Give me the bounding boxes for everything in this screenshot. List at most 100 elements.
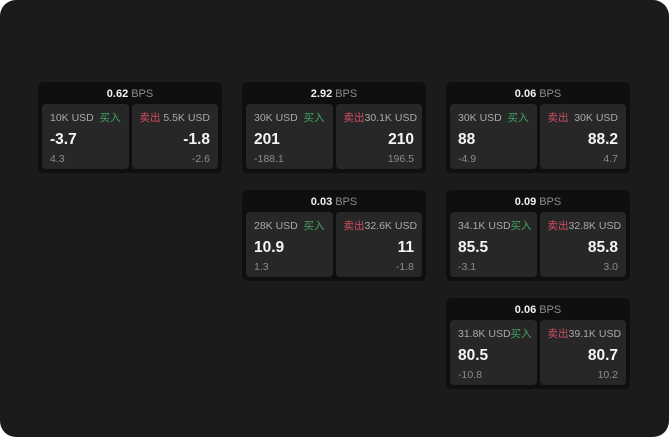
buy-price: 80.5: [458, 346, 489, 364]
buy-price: 201: [254, 130, 280, 148]
sell-price: 85.8: [587, 238, 618, 256]
buy-panel[interactable]: 28K USD 买入 10.9 1.3: [246, 212, 333, 277]
buy-price: 85.5: [458, 238, 489, 256]
sell-price: 80.7: [587, 346, 618, 364]
quote-card: 0.62 BPS 10K USD 买入 -3.7 4.3 卖出 5.5K USD …: [38, 82, 222, 173]
quote-card: 2.92 BPS 30K USD 买入 201 -188.1 卖出 30.1K U…: [242, 82, 426, 173]
quote-card: 0.06 BPS 30K USD 买入 88 -4.9 卖出 30K USD 88…: [446, 82, 630, 173]
sell-panel-top: 卖出 5.5K USD: [140, 110, 211, 125]
buy-panel-top: 31.8K USD 买入: [458, 326, 532, 341]
buy-panel-top: 30K USD 买入: [458, 110, 529, 125]
quote-card: 0.06 BPS 31.8K USD 买入 80.5 -10.8 卖出 39.1K…: [446, 298, 630, 389]
sell-sub-value: 3.0: [603, 260, 618, 273]
buy-panel[interactable]: 30K USD 买入 88 -4.9: [450, 104, 537, 169]
buy-side-label: 买入: [507, 112, 529, 124]
buy-price: -3.7: [50, 130, 77, 148]
bps-value: 0.06: [514, 304, 537, 316]
bps-value: 0.03: [310, 196, 333, 208]
buy-sub-value: -4.9: [458, 152, 477, 165]
buy-amount: 28K USD: [254, 219, 298, 232]
buy-panel[interactable]: 31.8K USD 买入 80.5 -10.8: [450, 320, 537, 385]
buy-amount: 30K USD: [254, 111, 298, 124]
buy-side-label: 买入: [99, 112, 121, 124]
bps-value: 2.92: [310, 88, 333, 100]
sell-sub-value: -2.6: [191, 152, 210, 165]
buy-panel[interactable]: 10K USD 买入 -3.7 4.3: [42, 104, 129, 169]
quote-card: 0.09 BPS 34.1K USD 买入 85.5 -3.1 卖出 32.8K …: [446, 190, 630, 281]
quote-panels: 30K USD 买入 88 -4.9 卖出 30K USD 88.2 4.7: [450, 104, 626, 169]
sell-side-label: 卖出: [139, 112, 161, 124]
card-header: 2.92 BPS: [246, 85, 422, 104]
buy-panel-top: 30K USD 买入: [254, 110, 325, 125]
quote-panels: 31.8K USD 买入 80.5 -10.8 卖出 39.1K USD 80.…: [450, 320, 626, 385]
sell-side-label: 卖出: [343, 112, 365, 124]
sell-sub-value: 4.7: [603, 152, 618, 165]
card-header: 0.09 BPS: [450, 193, 626, 212]
sell-panel[interactable]: 卖出 30.1K USD 210 196.5: [335, 104, 422, 169]
quote-panels: 10K USD 买入 -3.7 4.3 卖出 5.5K USD -1.8 -2.…: [42, 104, 218, 169]
sell-side-label: 卖出: [343, 220, 365, 232]
sell-side-label: 卖出: [547, 328, 569, 340]
quote-panels: 30K USD 买入 201 -188.1 卖出 30.1K USD 210 1…: [246, 104, 422, 169]
bps-unit-label: BPS: [539, 88, 562, 100]
sell-amount: 30K USD: [574, 111, 618, 124]
bps-unit-label: BPS: [335, 196, 358, 208]
card-header: 0.62 BPS: [42, 85, 218, 104]
buy-panel-top: 28K USD 买入: [254, 218, 325, 233]
buy-sub-value: -3.1: [458, 260, 477, 273]
buy-price: 10.9: [254, 238, 285, 256]
buy-side-label: 买入: [303, 112, 325, 124]
sell-panel-top: 卖出 30K USD: [548, 110, 619, 125]
sell-amount: 32.8K USD: [568, 219, 622, 232]
sell-side-label: 卖出: [547, 220, 569, 232]
bps-unit-label: BPS: [335, 88, 358, 100]
buy-sub-value: 1.3: [254, 260, 269, 273]
buy-amount: 10K USD: [50, 111, 94, 124]
sell-amount: 5.5K USD: [163, 111, 210, 124]
quote-card: 0.03 BPS 28K USD 买入 10.9 1.3 卖出 32.6K USD…: [242, 190, 426, 281]
sell-panel-top: 卖出 39.1K USD: [547, 326, 622, 341]
sell-price: -1.8: [183, 130, 210, 148]
bps-value: 0.06: [514, 88, 537, 100]
bps-unit-label: BPS: [539, 304, 562, 316]
sell-panel[interactable]: 卖出 30K USD 88.2 4.7: [539, 104, 626, 169]
quote-panels: 34.1K USD 买入 85.5 -3.1 卖出 32.8K USD 85.8…: [450, 212, 626, 277]
sell-sub-value: 10.2: [597, 368, 618, 381]
buy-panel-top: 34.1K USD 买入: [458, 218, 532, 233]
sell-amount: 39.1K USD: [568, 327, 622, 340]
buy-panel[interactable]: 30K USD 买入 201 -188.1: [246, 104, 333, 169]
sell-price: 11: [397, 238, 414, 256]
sell-amount: 32.6K USD: [364, 219, 418, 232]
sell-amount: 30.1K USD: [364, 111, 418, 124]
buy-side-label: 买入: [303, 220, 325, 232]
sell-sub-value: -1.8: [395, 260, 414, 273]
buy-panel[interactable]: 34.1K USD 买入 85.5 -3.1: [450, 212, 537, 277]
sell-sub-value: 196.5: [387, 152, 414, 165]
sell-panel-top: 卖出 32.6K USD: [343, 218, 418, 233]
buy-sub-value: 4.3: [50, 152, 65, 165]
quote-panels: 28K USD 买入 10.9 1.3 卖出 32.6K USD 11 -1.8: [246, 212, 422, 277]
buy-sub-value: -10.8: [458, 368, 482, 381]
sell-panel[interactable]: 卖出 39.1K USD 80.7 10.2: [539, 320, 626, 385]
buy-side-label: 买入: [510, 328, 532, 340]
sell-panel[interactable]: 卖出 32.6K USD 11 -1.8: [335, 212, 422, 277]
sell-panel-top: 卖出 30.1K USD: [343, 110, 418, 125]
sell-panel[interactable]: 卖出 5.5K USD -1.8 -2.6: [131, 104, 218, 169]
bps-unit-label: BPS: [539, 196, 562, 208]
sell-price: 210: [388, 130, 414, 148]
bps-value: 0.62: [106, 88, 129, 100]
card-header: 0.03 BPS: [246, 193, 422, 212]
buy-price: 88: [458, 130, 476, 148]
bps-unit-label: BPS: [131, 88, 154, 100]
buy-sub-value: -188.1: [254, 152, 284, 165]
sell-panel[interactable]: 卖出 32.8K USD 85.8 3.0: [539, 212, 626, 277]
sell-price: 88.2: [587, 130, 618, 148]
sell-side-label: 卖出: [547, 112, 569, 124]
sell-panel-top: 卖出 32.8K USD: [547, 218, 622, 233]
buy-amount: 31.8K USD: [458, 327, 511, 340]
buy-amount: 34.1K USD: [458, 219, 511, 232]
card-header: 0.06 BPS: [450, 85, 626, 104]
buy-side-label: 买入: [510, 220, 532, 232]
buy-panel-top: 10K USD 买入: [50, 110, 121, 125]
